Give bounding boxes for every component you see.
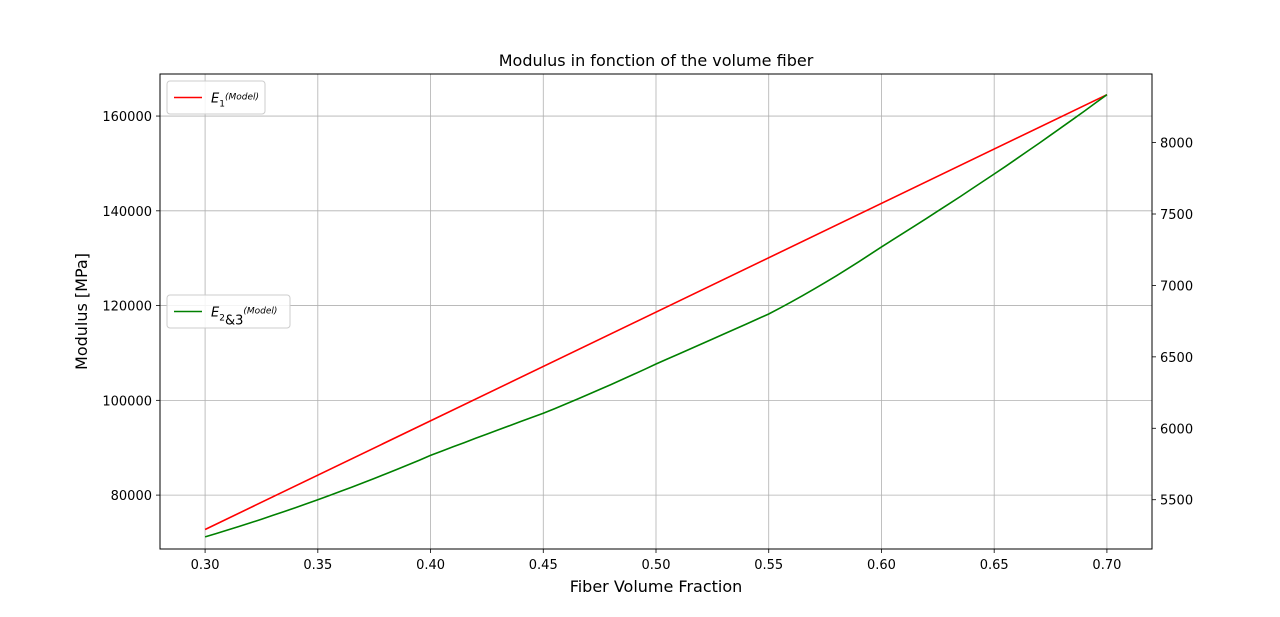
series-line-2 [204,94,1108,538]
right-y-axis-ticks: 5500 6000 6500 7000 7500 8000 [1152,137,1193,509]
right-y-tick-label: 6000 [1160,422,1193,437]
legend-box [166,80,266,115]
right-y-tick-label: 8000 [1160,137,1193,152]
series-layer [204,93,1108,538]
left-y-tick-label: 140000 [102,205,152,220]
grid-lines [160,74,1152,549]
x-tick-label: 0.65 [980,558,1009,573]
x-tick-label: 0.70 [1092,558,1121,573]
x-axis-ticks: 0.30 0.35 0.40 0.45 0.50 0.55 0.60 0.65 0.70 [191,549,1121,573]
right-y-tick-label: 6500 [1160,351,1193,366]
x-tick-label: 0.50 [642,558,671,573]
chart-title: Modulus in fonction of the volume fiber [499,51,814,70]
legend-1: E1(Model) [166,80,266,115]
series-line-1 [204,93,1108,531]
right-y-tick-label: 7500 [1160,208,1193,223]
x-tick-label: 0.30 [191,558,220,573]
x-tick-label: 0.60 [867,558,896,573]
legend-label: E1(Model) [211,92,259,110]
right-y-tick-label: 7000 [1160,279,1193,294]
legend-2: E2&3(Model) [166,294,291,329]
x-tick-label: 0.45 [529,558,558,573]
legend-box [166,294,291,329]
left-y-tick-label: 80000 [111,489,152,504]
x-tick-label: 0.55 [754,558,783,573]
x-axis-label: Fiber Volume Fraction [570,577,743,596]
left-y-tick-label: 120000 [102,300,152,315]
x-tick-label: 0.35 [303,558,332,573]
legends: E1(Model) E2&3(Model) [166,80,291,329]
x-tick-label: 0.40 [416,558,445,573]
left-y-axis-ticks: 80000 100000 120000 140000 160000 [102,110,160,504]
left-y-tick-label: 160000 [102,110,152,125]
right-y-tick-label: 5500 [1160,494,1193,509]
y-axis-label: Modulus [MPa] [72,253,91,370]
legend-label: E2&3(Model) [211,306,277,329]
left-y-tick-label: 100000 [102,394,152,409]
